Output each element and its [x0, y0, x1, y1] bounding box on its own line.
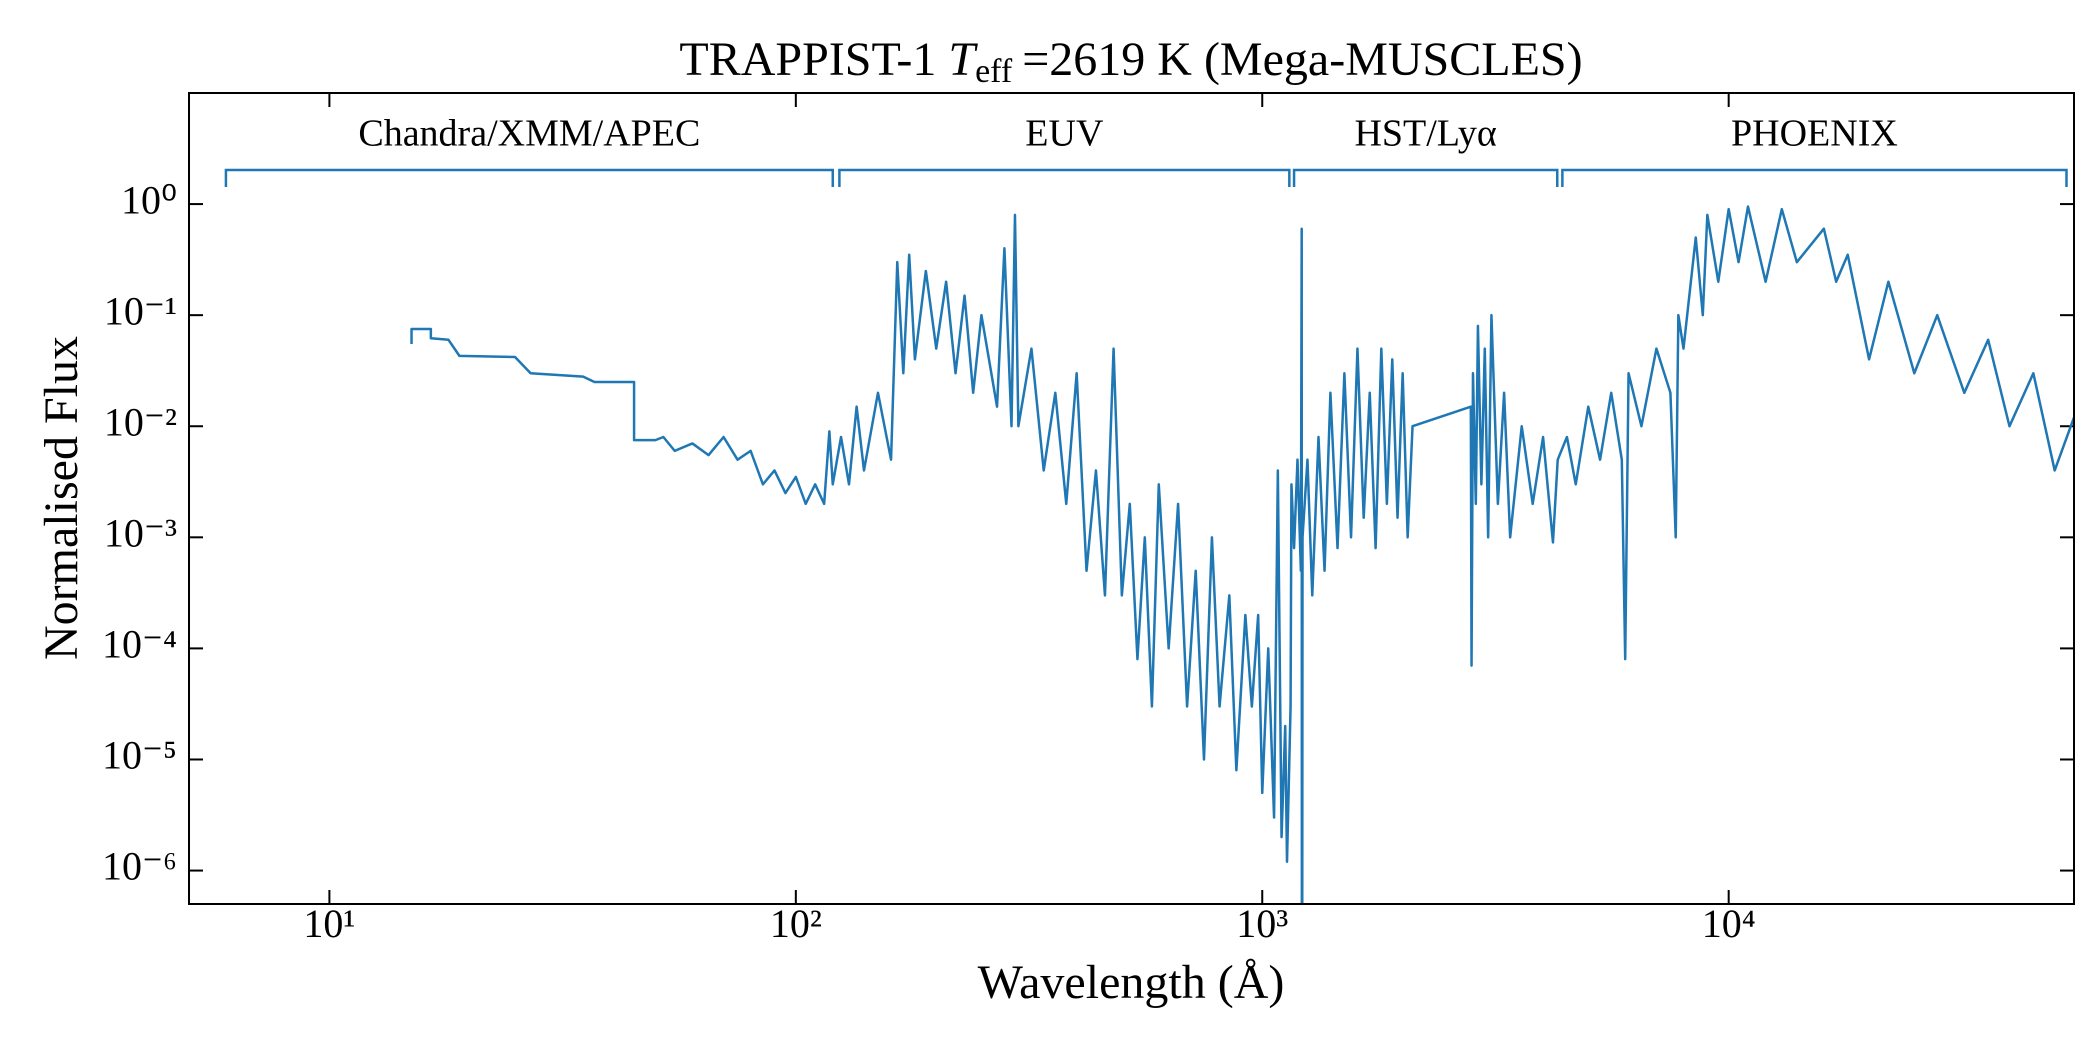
- region-label: PHOENIX: [1731, 113, 1898, 155]
- y-tick-label: 10⁻¹: [104, 288, 177, 333]
- plot-frame: [188, 92, 2075, 905]
- title-prefix: TRAPPIST-1: [679, 33, 936, 86]
- title-suffix: =2619 K (Mega-MUSCLES): [1022, 33, 1582, 86]
- x-tick-label: 10¹: [303, 901, 355, 946]
- y-tick-label: 10⁻²: [104, 399, 177, 444]
- region-label: Chandra/XMM/APEC: [358, 113, 700, 155]
- y-tick-label: 10⁻³: [104, 510, 177, 555]
- y-axis-label: Normalised Flux: [35, 336, 88, 660]
- region-bracket: [1292, 168, 1559, 187]
- x-axis-label: Wavelength (Å): [978, 956, 1285, 1009]
- region-bracket: [838, 168, 1291, 187]
- y-tick-label: 10⁻⁴: [102, 622, 177, 667]
- title-subscript: eff: [975, 53, 1013, 90]
- y-tick-label: 10⁰: [121, 177, 177, 222]
- y-tick-label: 10⁻⁶: [102, 844, 177, 889]
- region-label: EUV: [1025, 113, 1104, 155]
- x-tick-label: 10³: [1236, 901, 1288, 946]
- plot: 10¹ 10² 10³ 10⁴ 10⁻⁶ 10⁻⁵ 10⁻⁴ 10⁻³ 10⁻² 10⁻¹ 10⁰ C…: [102, 93, 2074, 946]
- chart-title: TRAPPIST-1 Teff =2619 K (Mega-MUSCLES): [679, 33, 1582, 90]
- x-tick-label: 10²: [770, 901, 822, 946]
- region-bracket: [1561, 168, 2068, 187]
- spectrum-line: [410, 205, 2074, 904]
- title-symbol: T: [948, 33, 978, 86]
- y-tick-label: 10⁻⁵: [102, 733, 177, 778]
- x-tick-label: 10⁴: [1702, 901, 1756, 946]
- region-label: HST/Lyα: [1354, 113, 1496, 155]
- region-bracket: [224, 168, 835, 187]
